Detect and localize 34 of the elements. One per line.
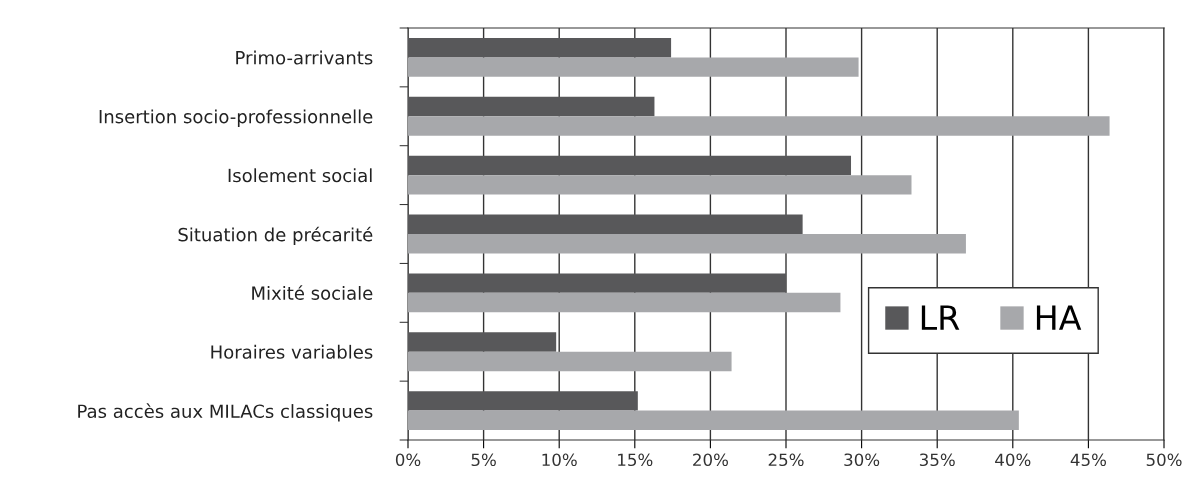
bar [408,391,638,411]
y-tick-label: Pas accès aux MILACs classiques [78,403,373,422]
x-tick-label: 10% [542,453,577,467]
x-tick-label: 20% [693,453,728,467]
bar [408,351,732,372]
bar [408,38,672,58]
x-tick-label: 50% [1146,453,1182,467]
bar [408,175,912,195]
bar [408,155,852,176]
bar [408,292,841,313]
bar [408,96,655,117]
bar [408,116,1110,136]
x-tick-label: 15% [618,453,653,467]
x-tick-label: 0% [395,453,421,467]
bar [408,214,803,234]
x-tick-label: 30% [844,453,880,467]
y-tick-label: Mixité sociale [252,285,373,300]
legend-label: LR [921,305,960,330]
y-tick-label: Primo-arrivants [236,50,373,65]
x-tick-label: 40% [995,453,1031,467]
y-tick-label: Horaires variables [211,344,373,359]
x-tick-label: 45% [1070,453,1106,467]
legend-label: HA [1036,305,1082,330]
bar [408,273,786,293]
x-tick-label: 5% [471,453,496,467]
bar [408,234,966,254]
y-tick-label: Situation de précarité [178,226,373,245]
y-tick-label: Isolement social [228,168,372,183]
bar [408,332,557,352]
bar [408,410,1019,430]
y-tick-label: Insertion socio-professionnelle [99,109,373,127]
x-tick-label: 35% [919,453,955,467]
bar [408,57,859,77]
x-tick-label: 25% [768,453,804,467]
